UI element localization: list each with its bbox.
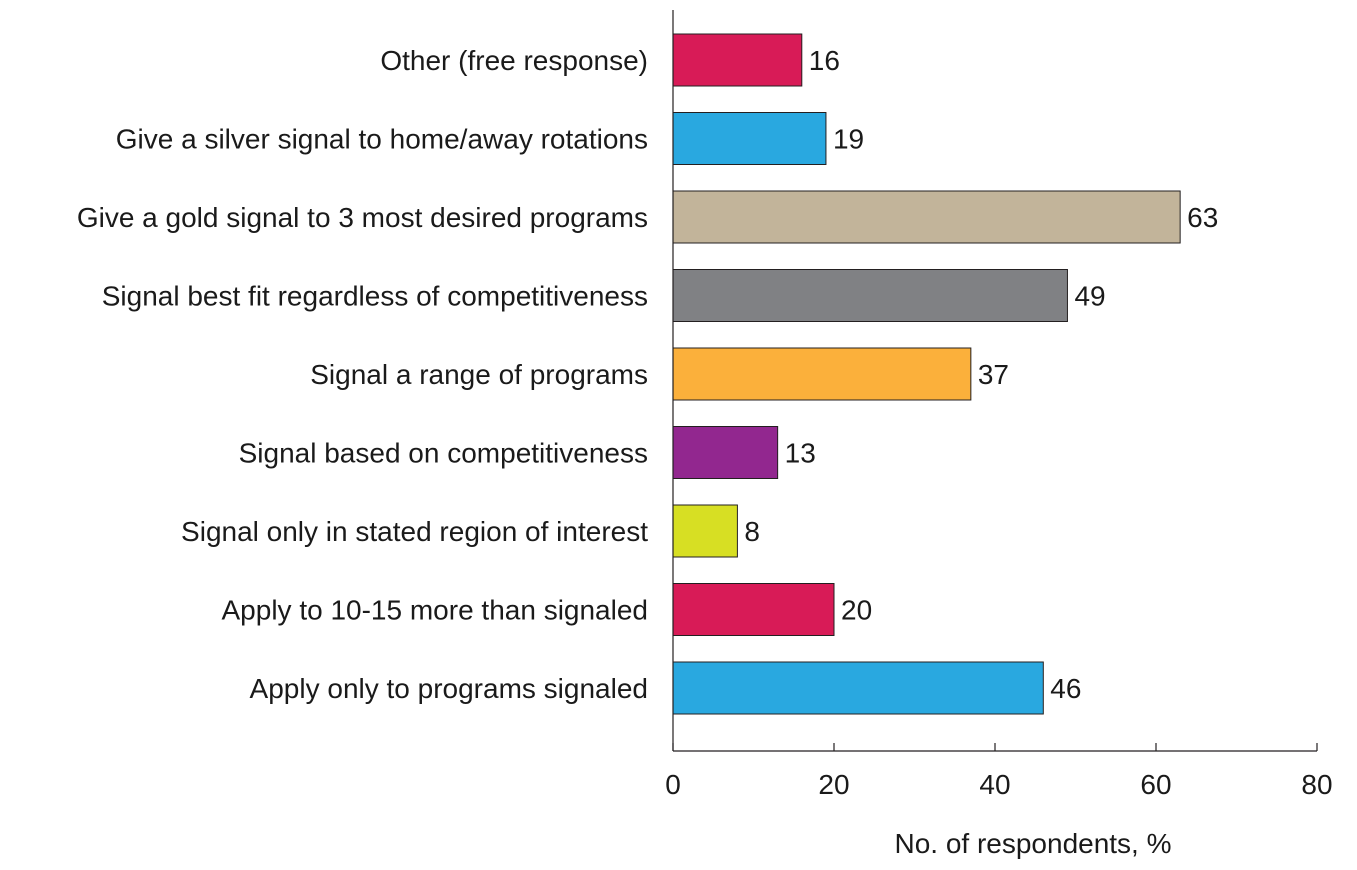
category-label-1: Give a silver signal to home/away rotati… (116, 124, 648, 155)
category-label-6: Signal only in stated region of interest (181, 516, 648, 547)
value-label-2: 63 (1187, 202, 1218, 233)
x-tick-label-1: 20 (818, 769, 849, 800)
value-label-6: 8 (744, 516, 760, 547)
bar-8 (672, 661, 1044, 715)
value-label-4: 37 (978, 359, 1009, 390)
value-label-3: 49 (1074, 281, 1105, 312)
category-label-4: Signal a range of programs (310, 359, 648, 390)
bar-2 (672, 190, 1181, 244)
bar-0 (672, 33, 803, 87)
value-label-7: 20 (841, 595, 872, 626)
category-label-8: Apply only to programs signaled (250, 673, 648, 704)
value-label-5: 13 (785, 438, 816, 469)
category-label-7: Apply to 10-15 more than signaled (222, 595, 649, 626)
value-label-8: 46 (1050, 673, 1081, 704)
bar-4 (672, 347, 972, 401)
bar-7 (672, 583, 835, 636)
bar-1 (672, 112, 827, 165)
value-label-1: 19 (833, 124, 864, 155)
x-tick-label-3: 60 (1140, 769, 1171, 800)
bar-3 (672, 269, 1068, 322)
bar-5 (672, 426, 779, 479)
bars-layer: Other (free response) 16 Give a silver sig… (77, 33, 1218, 715)
category-label-0: Other (free response) (380, 45, 648, 76)
x-tick-label-0: 0 (665, 769, 681, 800)
category-label-3: Signal best fit regardless of competitiv… (102, 281, 648, 312)
value-label-0: 16 (809, 45, 840, 76)
bar-6 (672, 504, 738, 558)
x-tick-label-4: 80 (1301, 769, 1332, 800)
axis-layer: 0 20 40 60 80 (665, 10, 1333, 800)
x-axis-title: No. of respondents, % (894, 828, 1171, 859)
x-tick-label-2: 40 (979, 769, 1010, 800)
category-label-2: Give a gold signal to 3 most desired pro… (77, 202, 648, 233)
category-label-5: Signal based on competitiveness (239, 438, 648, 469)
